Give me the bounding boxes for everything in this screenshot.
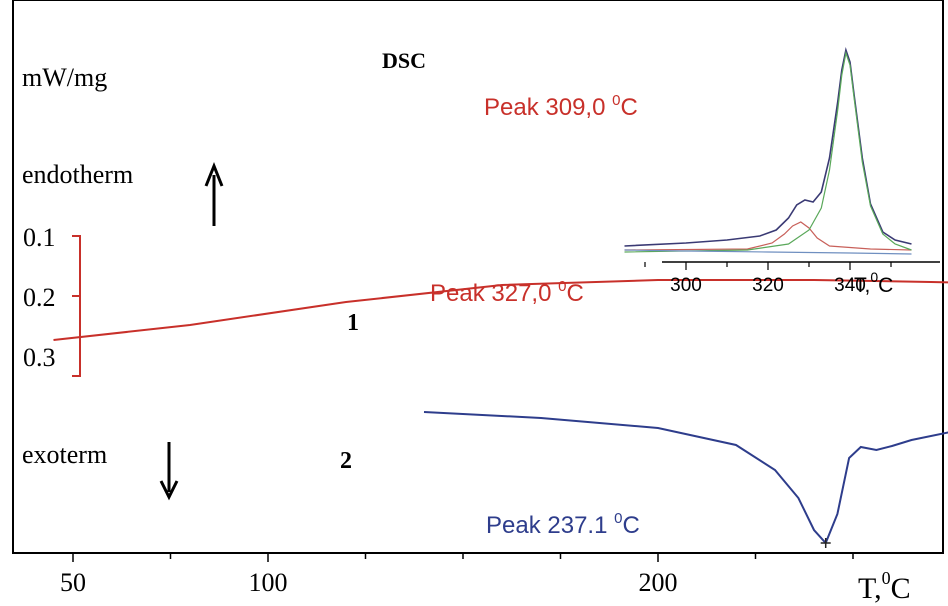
inset-unit-degree: 0 bbox=[870, 269, 878, 285]
peak-327-degree: 0 bbox=[558, 278, 566, 295]
inset-tick-label: 320 bbox=[752, 275, 784, 296]
peak-327-text: Peak 327,0 bbox=[430, 280, 558, 307]
y-axis-label: mW/mg bbox=[22, 63, 107, 92]
inset-peak-1-line bbox=[624, 221, 912, 251]
x-unit-suffix: C bbox=[891, 572, 911, 605]
x-unit-degree: 0 bbox=[882, 568, 891, 588]
inset-background bbox=[660, 2, 942, 264]
scale-tick-label: 0.2 bbox=[23, 283, 56, 312]
series-2-line bbox=[423, 411, 948, 545]
peak-marker bbox=[820, 538, 831, 548]
series-1-label: 1 bbox=[347, 310, 359, 336]
peak-309-degree: 0 bbox=[612, 92, 620, 109]
x-tick-label: 200 bbox=[639, 568, 678, 597]
chart-title: DSC bbox=[382, 48, 426, 73]
x-axis: 50100200300400 bbox=[60, 553, 854, 597]
peak-annotation-327: Peak 327,0 0C bbox=[430, 278, 584, 307]
scale-tick-label: 0.3 bbox=[23, 343, 56, 372]
peak-237-degree: 0 bbox=[614, 510, 622, 527]
peak-237-text: Peak 237.1 bbox=[486, 512, 614, 539]
scale-bar: 0.1 0.2 0.3 bbox=[23, 223, 81, 377]
endotherm-arrow-icon bbox=[204, 161, 224, 226]
x-tick-label: 50 bbox=[60, 568, 86, 597]
inset-baseline-line bbox=[624, 249, 912, 255]
x-unit-prefix: T, bbox=[858, 572, 882, 605]
scale-tick-label: 0.1 bbox=[23, 223, 56, 252]
inset-deconvolution: 300 320 340 T,0C bbox=[624, 2, 942, 297]
peak-annotation-309: Peak 309,0 0C bbox=[484, 92, 638, 121]
series-2-label: 2 bbox=[340, 448, 352, 474]
x-axis-unit: T,0C bbox=[858, 568, 911, 605]
inset-tick-label: 300 bbox=[670, 275, 702, 296]
inset-tick-label: 340 bbox=[834, 275, 866, 296]
peak-237-unit: C bbox=[622, 512, 639, 539]
peak-309-text: Peak 309,0 bbox=[484, 94, 612, 121]
inset-x-unit: T,0C bbox=[854, 269, 893, 297]
plot-frame bbox=[12, 0, 944, 554]
x-tick-label: 100 bbox=[249, 568, 288, 597]
peak-327-unit: C bbox=[566, 280, 583, 307]
endotherm-label: endotherm bbox=[22, 160, 133, 189]
peak-annotation-237: Peak 237.1 0C bbox=[486, 510, 640, 539]
inset-unit-suffix: C bbox=[878, 274, 893, 297]
exoterm-arrow-icon bbox=[159, 442, 179, 501]
inset-x-ticks: 300 320 340 bbox=[644, 262, 892, 296]
peak-markers bbox=[820, 538, 831, 548]
exoterm-label: exoterm bbox=[22, 440, 107, 469]
inset-unit-prefix: T, bbox=[854, 274, 870, 297]
peak-309-unit: C bbox=[620, 94, 637, 121]
series-1-line bbox=[53, 279, 948, 341]
inset-peak-2-line bbox=[624, 50, 912, 253]
